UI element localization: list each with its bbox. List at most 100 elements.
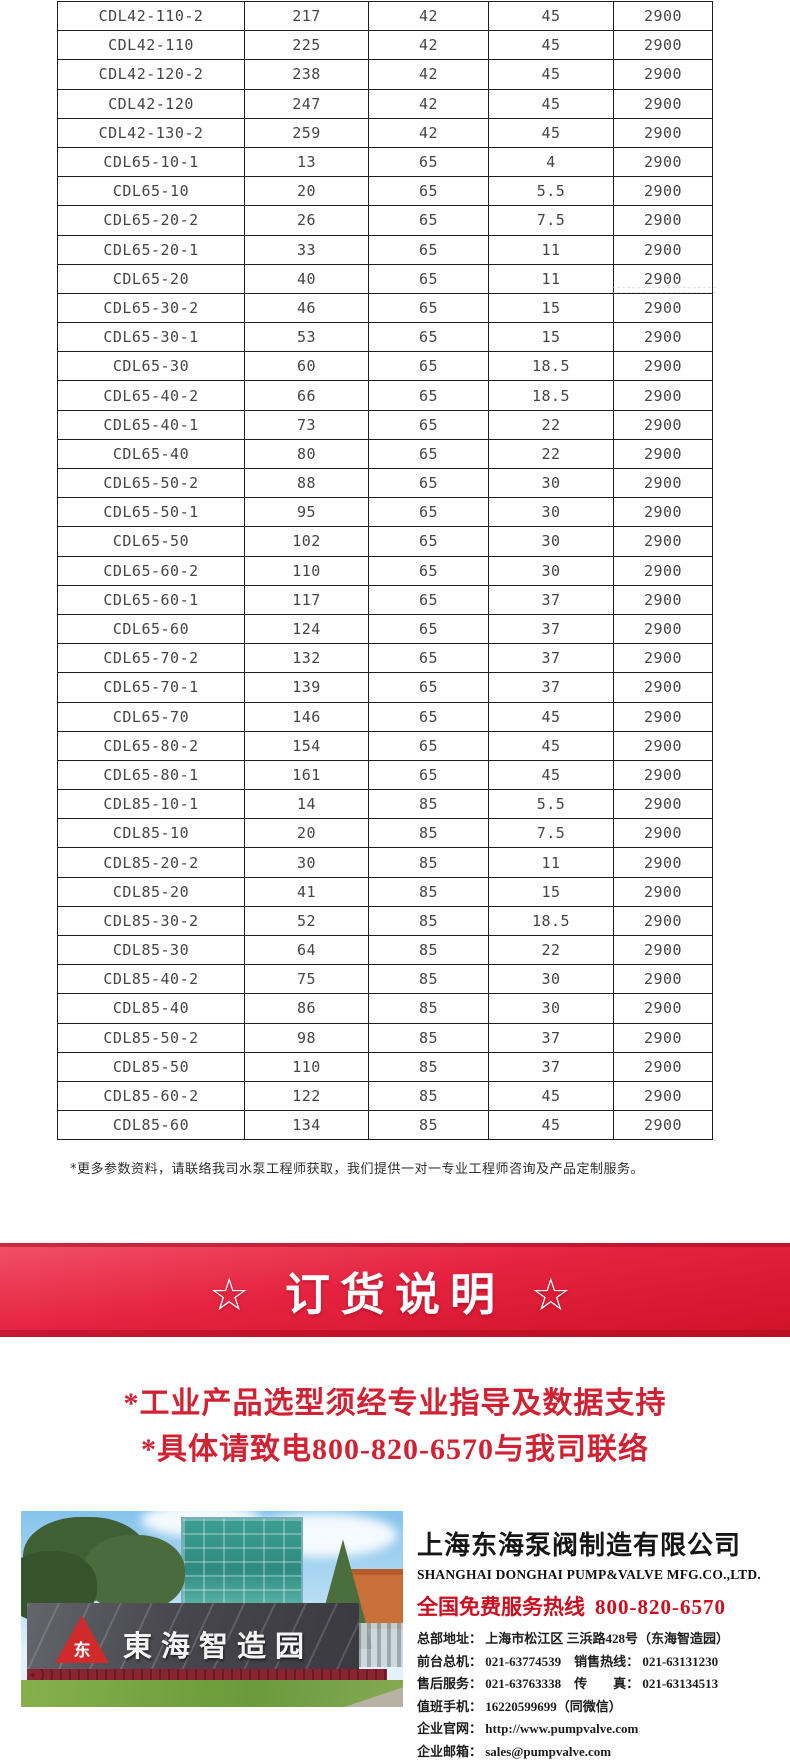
- company-section: 东 東海智造园 上海东海泵阀制造有限公司 SHANGHAI DONGHAI PU…: [21, 1511, 790, 1763]
- park-sign-text: 東海智造园: [123, 1629, 314, 1664]
- service-hotline-label: 全国免费服务热线: [417, 1595, 585, 1620]
- table-cell: 53: [244, 322, 369, 353]
- table-cell: 85: [368, 1080, 489, 1112]
- table-cell: 65: [368, 322, 489, 353]
- table-cell: CDL65-20-2: [57, 205, 245, 236]
- company-logo: 东: [55, 1615, 109, 1664]
- table-cell: 20: [244, 176, 369, 207]
- table-cell: 5.5: [488, 176, 614, 207]
- table-row: CDL65-70-1 139 65 37 2900: [57, 672, 713, 703]
- table-row: CDL85-60 134 85 45 2900: [57, 1110, 713, 1141]
- table-cell: 13: [244, 146, 369, 178]
- table-cell: 122: [244, 1080, 369, 1112]
- contact-line: 售后服务： 021-63763338 传 真： 021-63134513: [417, 1676, 719, 1692]
- table-cell: 65: [368, 643, 489, 674]
- table-row: CDL85-30-2 52 85 18.5 2900: [57, 905, 713, 937]
- table-cell: CDL85-60: [57, 1110, 245, 1141]
- table-cell: 65: [368, 701, 489, 732]
- table-cell: 42: [368, 30, 489, 61]
- table-cell: 247: [244, 88, 369, 119]
- table-cell: 64: [244, 934, 369, 966]
- table-cell: 2900: [613, 905, 713, 937]
- table-cell: 139: [244, 672, 369, 703]
- table-cell: CDL65-30-1: [57, 322, 245, 353]
- table-cell: 161: [244, 759, 369, 791]
- table-cell: 11: [488, 263, 614, 294]
- table-cell: CDL65-30-2: [57, 292, 245, 324]
- table-cell: CDL42-130-2: [57, 117, 245, 148]
- table-cell: CDL65-10: [57, 176, 245, 207]
- table-cell: 30: [488, 993, 614, 1024]
- tree: [83, 1535, 185, 1612]
- table-row: CDL42-120 247 42 45 2900: [57, 88, 713, 119]
- table-cell: 2900: [613, 409, 713, 440]
- table-cell: 66: [244, 380, 369, 411]
- table-cell: 45: [488, 59, 614, 90]
- table-cell: 65: [368, 497, 489, 528]
- table-cell: 2900: [613, 993, 713, 1024]
- table-row: CDL85-60-2 122 85 45 2900: [57, 1080, 713, 1112]
- table-cell: CDL42-110-2: [57, 0, 245, 32]
- table-cell: 45: [488, 1110, 614, 1141]
- company-name-cn: 上海东海泵阀制造有限公司: [417, 1531, 742, 1562]
- table-cell: 65: [368, 409, 489, 440]
- table-row: CDL65-30 60 65 18.5 2900: [57, 351, 713, 382]
- table-cell: 2900: [613, 526, 713, 557]
- table-cell: 2900: [613, 555, 713, 586]
- glass-building: [181, 1517, 303, 1608]
- table-cell: 65: [368, 292, 489, 324]
- contact-line: 企业官网： http://www.pumpvalve.com: [417, 1721, 639, 1737]
- table-cell: 45: [488, 88, 614, 119]
- notice-lines: *工业产品选型须经专业指导及数据支持 *具体请致电800-820-6570与我司联…: [0, 1381, 790, 1473]
- company-logo-glyph: 东: [73, 1641, 91, 1662]
- company-photo: 东 東海智造园: [21, 1511, 403, 1708]
- table-cell: 2900: [613, 847, 713, 878]
- table-cell: 85: [368, 847, 489, 878]
- table-cell: CDL42-110: [57, 30, 245, 61]
- table-cell: 85: [368, 876, 489, 907]
- table-cell: 65: [368, 555, 489, 586]
- table-cell: 2900: [613, 584, 713, 615]
- table-cell: 45: [488, 730, 614, 761]
- table-cell: 7.5: [488, 818, 614, 849]
- table-cell: CDL65-80-1: [57, 759, 245, 791]
- table-cell: 4: [488, 146, 614, 178]
- table-cell: 7.5: [488, 205, 614, 236]
- table-row: CDL85-40-2 75 85 30 2900: [57, 964, 713, 995]
- table-cell: CDL65-40-1: [57, 409, 245, 440]
- table-cell: 11: [488, 234, 614, 265]
- table-row: CDL65-60-1 117 65 37 2900: [57, 584, 713, 615]
- table-row: CDL65-80-2 154 65 45 2900: [57, 730, 713, 761]
- table-cell: 30: [488, 964, 614, 995]
- table-cell: 37: [488, 613, 614, 645]
- table-cell: 14: [244, 789, 369, 820]
- table-cell: 88: [244, 467, 369, 499]
- table-row: CDL42-110 225 42 45 2900: [57, 30, 713, 61]
- table-cell: 46: [244, 292, 369, 324]
- table-cell: 2900: [613, 759, 713, 791]
- service-hotline-number: 800-820-6570: [595, 1595, 726, 1620]
- table-cell: 45: [488, 0, 614, 32]
- table-cell: 2900: [613, 1080, 713, 1112]
- table-cell: CDL42-120-2: [57, 59, 245, 90]
- table-cell: CDL85-40: [57, 993, 245, 1024]
- table-cell: 30: [244, 847, 369, 878]
- table-cell: CDL65-60-1: [57, 584, 245, 615]
- table-cell: 65: [368, 146, 489, 178]
- table-row: CDL65-20-1 33 65 11 2900: [57, 234, 713, 265]
- table-cell: 15: [488, 292, 614, 324]
- table-cell: CDL85-40-2: [57, 964, 245, 995]
- table-cell: CDL85-30: [57, 934, 245, 966]
- table-cell: 2900: [613, 322, 713, 353]
- table-cell: 124: [244, 613, 369, 645]
- table-row: CDL85-40 86 85 30 2900: [57, 993, 713, 1024]
- table-row: CDL65-50-1 95 65 30 2900: [57, 497, 713, 528]
- table-cell: 18.5: [488, 380, 614, 411]
- table-cell: 73: [244, 409, 369, 440]
- table-cell: 41: [244, 876, 369, 907]
- table-cell: 85: [368, 934, 489, 966]
- table-cell: 65: [368, 526, 489, 557]
- table-row: CDL85-30 64 85 22 2900: [57, 934, 713, 966]
- table-cell: CDL65-60-2: [57, 555, 245, 586]
- table-cell: 65: [368, 730, 489, 761]
